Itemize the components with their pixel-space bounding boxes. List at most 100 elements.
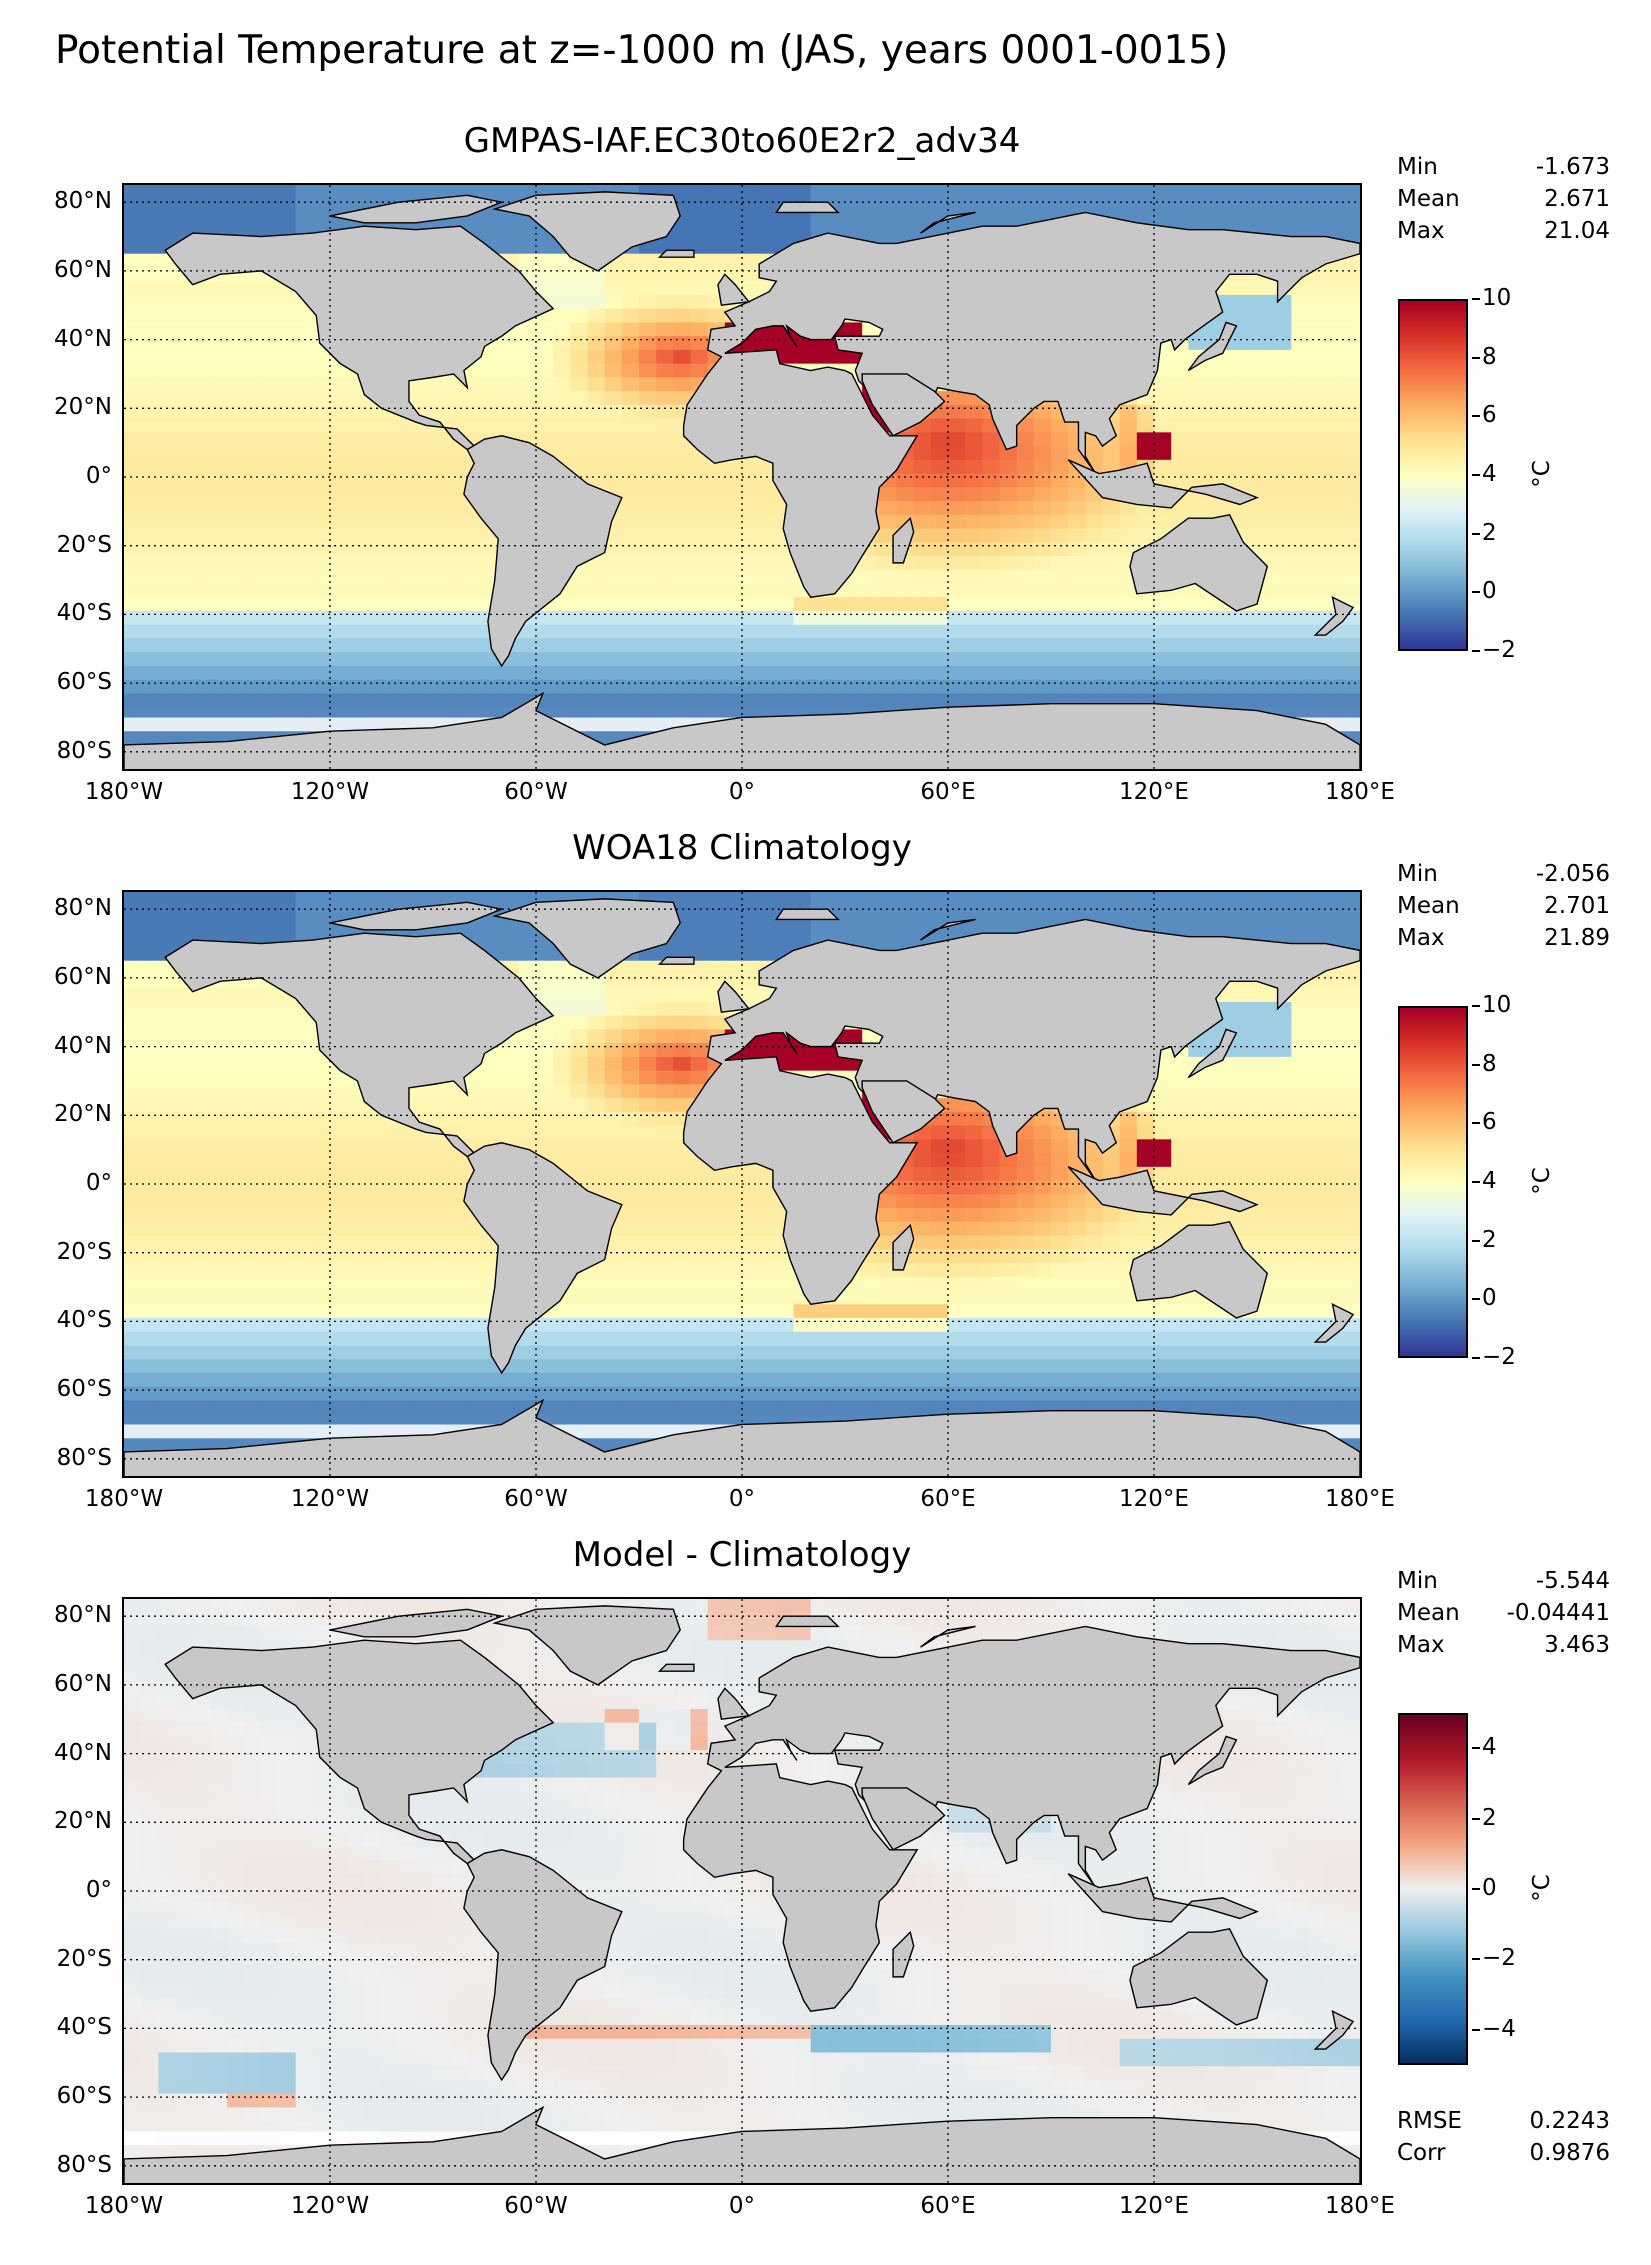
field-cell [124,514,142,530]
field-cell [587,1125,606,1140]
field-cell [1222,652,1241,667]
field-cell [278,569,297,585]
field-cell [536,377,554,392]
field-cell [278,1056,297,1072]
field-cell [192,569,211,585]
field-cell [639,363,657,378]
field-cell [175,418,194,433]
field-cell [398,1180,417,1195]
field-cell [227,597,245,612]
field-cell [192,1084,211,1099]
field-cell [398,556,417,571]
field-cell [347,665,365,681]
field-cell [209,281,228,296]
field-cell [209,432,228,447]
field-cell [192,583,211,598]
field-cell [501,1056,520,1072]
field-cell [1154,610,1172,626]
field-cell [261,556,280,571]
field-cell [913,459,932,475]
field-cell [1136,1139,1155,1154]
map-plot-2[interactable] [122,890,1362,1478]
field-cell [415,569,434,585]
field-cell [450,1098,468,1113]
field-cell [1016,583,1035,598]
field-cell [965,569,983,585]
field-cell [621,446,640,461]
field-cell [227,638,245,653]
field-cell [1291,363,1310,378]
field-cell [776,610,795,626]
field-cell [501,1098,520,1113]
field-cell [1308,1043,1327,1058]
field-cell [227,446,245,461]
field-cell [175,1139,194,1154]
field-cell [433,1139,451,1154]
field-cell [1291,1166,1310,1182]
field-cell [312,556,331,571]
field-cell [930,459,949,475]
field-cell [227,404,245,420]
field-cell [621,1084,640,1099]
field-cell [621,487,640,502]
field-cell [707,1015,726,1031]
field-cell [1205,1166,1224,1182]
field-cell [621,1001,640,1017]
field-cell [759,946,777,962]
field-cell [1085,1221,1104,1237]
field-cell [1274,363,1292,378]
stat-row: Max 21.04 [1397,215,1610,247]
field-cell [1102,610,1121,626]
field-cell [1222,693,1241,708]
field-cell [278,473,297,488]
stat-label: Mean [1397,186,1460,212]
field-cell [1222,459,1241,475]
field-cell [347,542,365,557]
field-cell [982,665,1001,681]
field-cell [879,212,898,227]
field-cell [1119,652,1138,667]
field-cell [175,583,194,598]
field-cell [244,919,262,934]
map-plot-1[interactable] [122,183,1362,771]
field-cell [1016,1221,1035,1237]
field-cell [604,377,623,392]
field-cell [261,624,280,640]
field-cell [930,1208,949,1223]
field-cell [999,1194,1018,1209]
field-cell [982,919,1001,934]
field-cell [261,487,280,502]
field-cell [484,1111,503,1127]
field-cell [1205,1208,1224,1223]
field-cell [1051,679,1069,695]
field-cell [639,1043,657,1058]
field-cell [398,1166,417,1182]
field-cell [553,638,571,653]
field-cell [1274,597,1292,612]
field-cell [793,212,812,227]
field-cell [707,946,726,962]
field-cell [673,652,692,667]
field-cell [639,583,657,598]
field-cell [621,1153,640,1168]
field-cell [1257,1208,1275,1223]
field-cell [244,1001,262,1017]
field-cell [621,404,640,420]
field-cell [261,1180,280,1195]
field-cell [553,294,571,310]
field-cell [673,185,692,200]
field-cell [673,377,692,392]
field-cell [776,556,795,571]
field-cell [312,487,331,502]
field-cell [1188,624,1207,640]
field-cell [192,1139,211,1154]
field-cell [604,1015,623,1031]
field-cell [587,404,606,420]
field-cell [1102,583,1121,598]
field-cell [141,1194,159,1209]
field-cell [192,693,211,708]
field-cell [278,418,297,433]
field-cell [209,336,228,351]
field-cell [1154,905,1172,921]
field-cell [1154,624,1172,640]
